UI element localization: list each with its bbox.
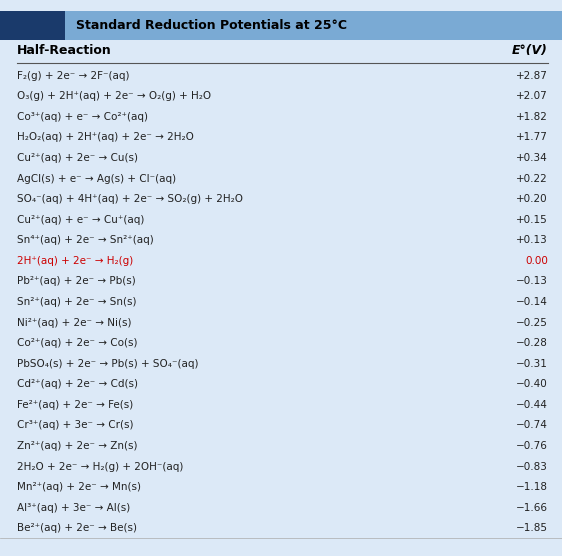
Text: Mn²⁺(aq) + 2e⁻ → Mn(s): Mn²⁺(aq) + 2e⁻ → Mn(s): [17, 482, 141, 492]
Text: Zn²⁺(aq) + 2e⁻ → Zn(s): Zn²⁺(aq) + 2e⁻ → Zn(s): [17, 441, 137, 451]
Text: AgCl(s) + e⁻ → Ag(s) + Cl⁻(aq): AgCl(s) + e⁻ → Ag(s) + Cl⁻(aq): [17, 173, 176, 183]
Text: Co³⁺(aq) + e⁻ → Co²⁺(aq): Co³⁺(aq) + e⁻ → Co²⁺(aq): [17, 112, 148, 122]
Text: Fe²⁺(aq) + 2e⁻ → Fe(s): Fe²⁺(aq) + 2e⁻ → Fe(s): [17, 400, 133, 410]
Text: −0.13: −0.13: [516, 276, 548, 286]
Text: Sn²⁺(aq) + 2e⁻ → Sn(s): Sn²⁺(aq) + 2e⁻ → Sn(s): [17, 297, 137, 307]
Text: +0.20: +0.20: [516, 194, 548, 204]
Text: −0.31: −0.31: [516, 359, 548, 369]
Text: +0.15: +0.15: [516, 215, 548, 225]
Text: H₂O₂(aq) + 2H⁺(aq) + 2e⁻ → 2H₂O: H₂O₂(aq) + 2H⁺(aq) + 2e⁻ → 2H₂O: [17, 132, 194, 142]
Text: Be²⁺(aq) + 2e⁻ → Be(s): Be²⁺(aq) + 2e⁻ → Be(s): [17, 523, 137, 533]
Text: −0.25: −0.25: [516, 317, 548, 327]
Text: +1.77: +1.77: [516, 132, 548, 142]
Text: −0.83: −0.83: [516, 461, 548, 471]
Text: Al³⁺(aq) + 3e⁻ → Al(s): Al³⁺(aq) + 3e⁻ → Al(s): [17, 503, 130, 513]
Text: E°(V): E°(V): [512, 44, 548, 57]
Text: F₂(g) + 2e⁻ → 2F⁻(aq): F₂(g) + 2e⁻ → 2F⁻(aq): [17, 71, 129, 81]
Text: +2.87: +2.87: [516, 71, 548, 81]
Text: Cr³⁺(aq) + 3e⁻ → Cr(s): Cr³⁺(aq) + 3e⁻ → Cr(s): [17, 420, 133, 430]
Text: Cu²⁺(aq) + e⁻ → Cu⁺(aq): Cu²⁺(aq) + e⁻ → Cu⁺(aq): [17, 215, 144, 225]
Text: −0.74: −0.74: [516, 420, 548, 430]
Text: −0.76: −0.76: [516, 441, 548, 451]
Text: −0.28: −0.28: [516, 338, 548, 348]
Text: Cd²⁺(aq) + 2e⁻ → Cd(s): Cd²⁺(aq) + 2e⁻ → Cd(s): [17, 379, 138, 389]
Bar: [0, 11, 65, 40]
Text: SO₄⁻(aq) + 4H⁺(aq) + 2e⁻ → SO₂(g) + 2H₂O: SO₄⁻(aq) + 4H⁺(aq) + 2e⁻ → SO₂(g) + 2H₂O: [17, 194, 243, 204]
Bar: [65, 11, 562, 40]
Text: −0.44: −0.44: [516, 400, 548, 410]
Text: Standard Reduction Potentials at 25°C: Standard Reduction Potentials at 25°C: [76, 19, 347, 32]
Text: −0.14: −0.14: [516, 297, 548, 307]
Text: +1.82: +1.82: [516, 112, 548, 122]
Text: Co²⁺(aq) + 2e⁻ → Co(s): Co²⁺(aq) + 2e⁻ → Co(s): [17, 338, 137, 348]
Text: PbSO₄(s) + 2e⁻ → Pb(s) + SO₄⁻(aq): PbSO₄(s) + 2e⁻ → Pb(s) + SO₄⁻(aq): [17, 359, 198, 369]
Text: 0.00: 0.00: [525, 256, 548, 266]
Text: Cu²⁺(aq) + 2e⁻ → Cu(s): Cu²⁺(aq) + 2e⁻ → Cu(s): [17, 153, 138, 163]
Text: 2H₂O + 2e⁻ → H₂(g) + 2OH⁻(aq): 2H₂O + 2e⁻ → H₂(g) + 2OH⁻(aq): [17, 461, 183, 471]
Text: +0.34: +0.34: [516, 153, 548, 163]
Text: −1.66: −1.66: [516, 503, 548, 513]
Text: +0.13: +0.13: [516, 235, 548, 245]
Text: Ni²⁺(aq) + 2e⁻ → Ni(s): Ni²⁺(aq) + 2e⁻ → Ni(s): [17, 317, 132, 327]
Text: Sn⁴⁺(aq) + 2e⁻ → Sn²⁺(aq): Sn⁴⁺(aq) + 2e⁻ → Sn²⁺(aq): [17, 235, 153, 245]
Text: +0.22: +0.22: [516, 173, 548, 183]
Text: −0.40: −0.40: [516, 379, 548, 389]
Text: Half-Reaction: Half-Reaction: [17, 44, 112, 57]
Text: −1.85: −1.85: [516, 523, 548, 533]
Text: O₃(g) + 2H⁺(aq) + 2e⁻ → O₂(g) + H₂O: O₃(g) + 2H⁺(aq) + 2e⁻ → O₂(g) + H₂O: [17, 91, 211, 101]
Text: −1.18: −1.18: [516, 482, 548, 492]
Text: 2H⁺(aq) + 2e⁻ → H₂(g): 2H⁺(aq) + 2e⁻ → H₂(g): [17, 256, 133, 266]
Text: +2.07: +2.07: [516, 91, 548, 101]
Text: Pb²⁺(aq) + 2e⁻ → Pb(s): Pb²⁺(aq) + 2e⁻ → Pb(s): [17, 276, 135, 286]
